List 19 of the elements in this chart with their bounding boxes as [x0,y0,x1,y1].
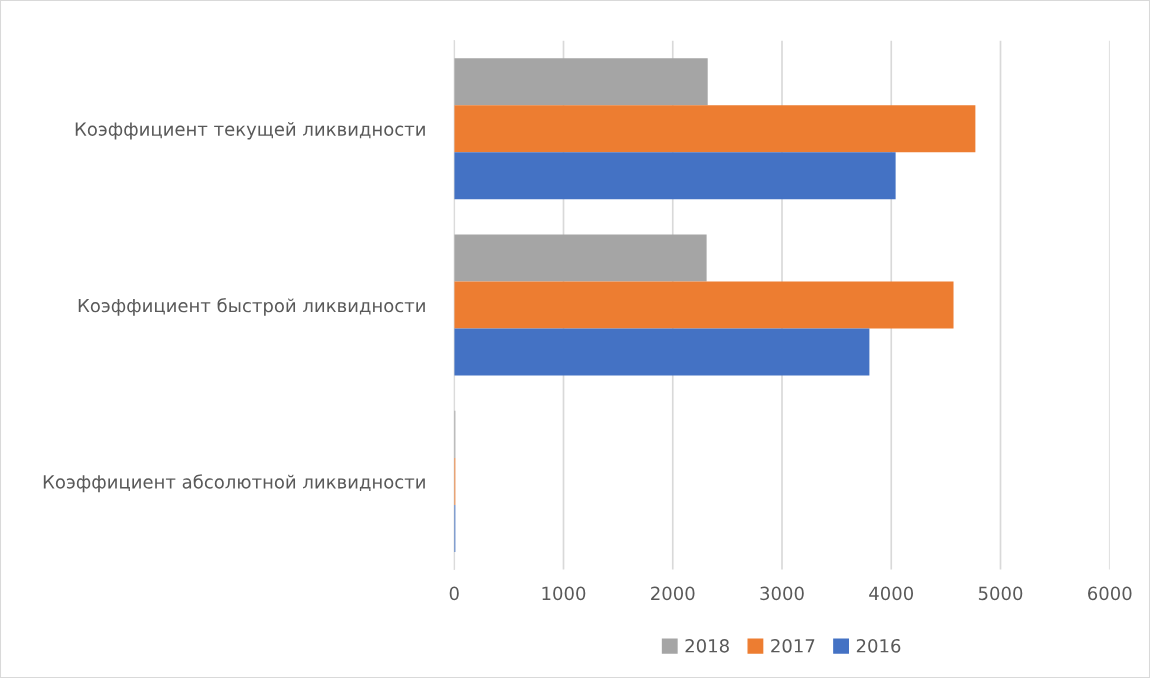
x-tick-label: 5000 [978,586,1023,601]
bar [454,58,708,106]
bar [454,281,954,329]
legend-label: 2016 [856,638,901,653]
x-tick-label: 2000 [651,586,695,601]
x-tick-label: 3000 [760,586,804,601]
bar [454,105,976,153]
x-tick-label: 1000 [542,586,586,601]
legend-label: 2018 [685,638,729,653]
x-tick-label: 6000 [1088,586,1132,601]
y-tick-label: Коэффициент абсолютной ликвидности [43,474,425,493]
bar [454,234,707,282]
x-tick-label: 0 [449,586,459,601]
bar [454,328,870,376]
x-tick-label: 4000 [869,586,914,601]
y-tick-label: Коэффициент быстрой ликвидности [78,298,425,316]
legend-label: 2017 [771,638,815,653]
y-tick-label: Коэффициент текущей ликвидности [75,122,425,140]
bar [454,152,896,200]
